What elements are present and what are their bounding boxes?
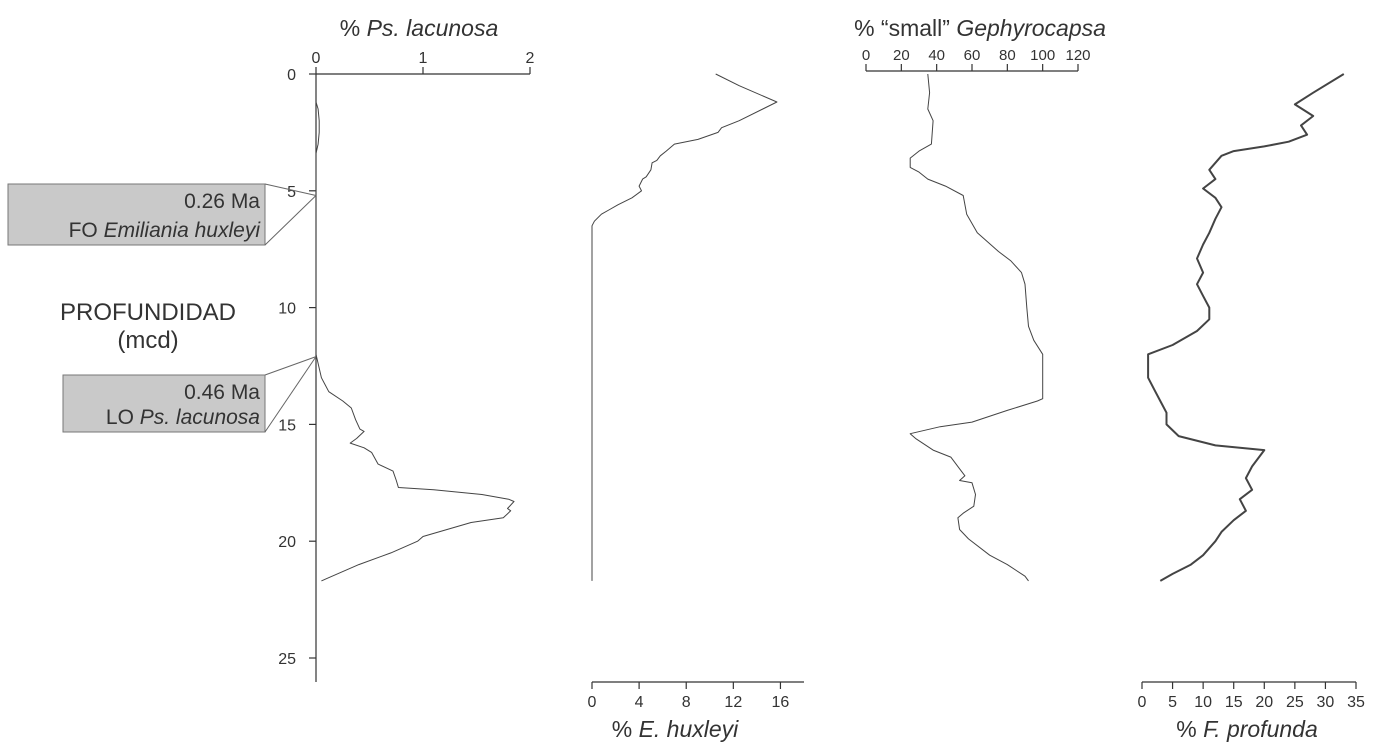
panel-1-series-line <box>591 73 778 581</box>
annotation-0-pointer-bottom <box>264 195 317 246</box>
panel-3-tick-label-2: 10 <box>1194 694 1212 711</box>
panel-3-tick-label-6: 30 <box>1317 694 1335 711</box>
panel-2-tick-label-0: 0 <box>862 47 870 64</box>
depth-tick-label-1: 5 <box>287 184 296 201</box>
panel-0-tick-label-2: 2 <box>526 50 535 67</box>
panel-3-tick-label-5: 25 <box>1286 694 1304 711</box>
panel-1-title: % E. huxleyi <box>612 716 739 742</box>
panel-3-tick-label-0: 0 <box>1138 694 1147 711</box>
panel-0-series-line <box>315 101 515 582</box>
panel-3-series-line <box>1147 73 1345 582</box>
depth-tick-label-2: 10 <box>278 301 296 318</box>
panel-1-tick-label-0: 0 <box>588 694 597 711</box>
annotation-0-event: FO Emiliania huxleyi <box>69 219 262 242</box>
annotation-1-age: 0.46 Ma <box>184 381 260 404</box>
panel-2-tick-label-2: 40 <box>928 47 945 64</box>
panel-1-tick-label-3: 12 <box>724 694 742 711</box>
panel-3-tick-label-3: 15 <box>1225 694 1243 711</box>
panel-0-tick-label-0: 0 <box>312 50 321 67</box>
annotation-1-event: LO Ps. lacunosa <box>106 406 260 429</box>
panel-1-tick-label-2: 8 <box>682 694 691 711</box>
panel-0: 0 1 2 % Ps. lacunosa <box>312 15 535 582</box>
depth-tick-label-5: 25 <box>278 651 296 668</box>
panel-0-tick-label-1: 1 <box>419 50 428 67</box>
depth-axis-label-line1: PROFUNDIDAD <box>60 299 236 326</box>
annotation-0-age: 0.26 Ma <box>184 190 260 213</box>
panel-3-title: % F. profunda <box>1176 716 1318 742</box>
panel-3-tick-label-7: 35 <box>1347 694 1365 711</box>
depth-axis: 0 5 10 15 20 25 PROFUNDIDAD (mcd) <box>60 67 317 682</box>
panel-2-title: % “small” Gephyrocapsa <box>854 15 1106 41</box>
panel-1-tick-label-1: 4 <box>635 694 644 711</box>
depth-tick-label-4: 20 <box>278 534 296 551</box>
annotation-1-pointer-bottom <box>264 356 317 433</box>
panel-2-tick-label-4: 80 <box>999 47 1016 64</box>
panel-2-tick-label-5: 100 <box>1030 47 1055 64</box>
depth-axis-ticks: 0 5 10 15 20 25 <box>278 67 316 668</box>
panel-2: 0 20 40 60 80 100 120 % “small” Gephyrocapsa <box>854 15 1106 582</box>
depth-axis-label-line2: (mcd) <box>117 327 178 354</box>
panel-1: 0 4 8 12 16 % E. huxleyi <box>588 73 804 742</box>
panel-2-tick-label-1: 20 <box>893 47 910 64</box>
panel-2-tick-label-6: 120 <box>1065 47 1090 64</box>
panel-3-tick-label-1: 5 <box>1168 694 1177 711</box>
panel-3-tick-label-4: 20 <box>1255 694 1273 711</box>
annotation-0-box <box>7 183 266 246</box>
annotation-0-pointer-top <box>264 183 317 196</box>
panel-0-title: % Ps. lacunosa <box>340 15 499 41</box>
panel-2-tick-label-3: 60 <box>964 47 981 64</box>
depth-tick-label-0: 0 <box>287 67 296 84</box>
panel-2-series-line <box>909 73 1044 582</box>
panel-3: 0 5 10 15 20 25 30 35 % F. profunda <box>1138 73 1365 742</box>
panel-1-tick-label-4: 16 <box>772 694 790 711</box>
annotation-1-pointer-top <box>264 356 317 376</box>
depth-tick-label-3: 15 <box>278 417 296 434</box>
annotation-1-box <box>62 374 266 433</box>
annotation-0: 0.26 Ma FO Emiliania huxleyi <box>7 183 317 246</box>
